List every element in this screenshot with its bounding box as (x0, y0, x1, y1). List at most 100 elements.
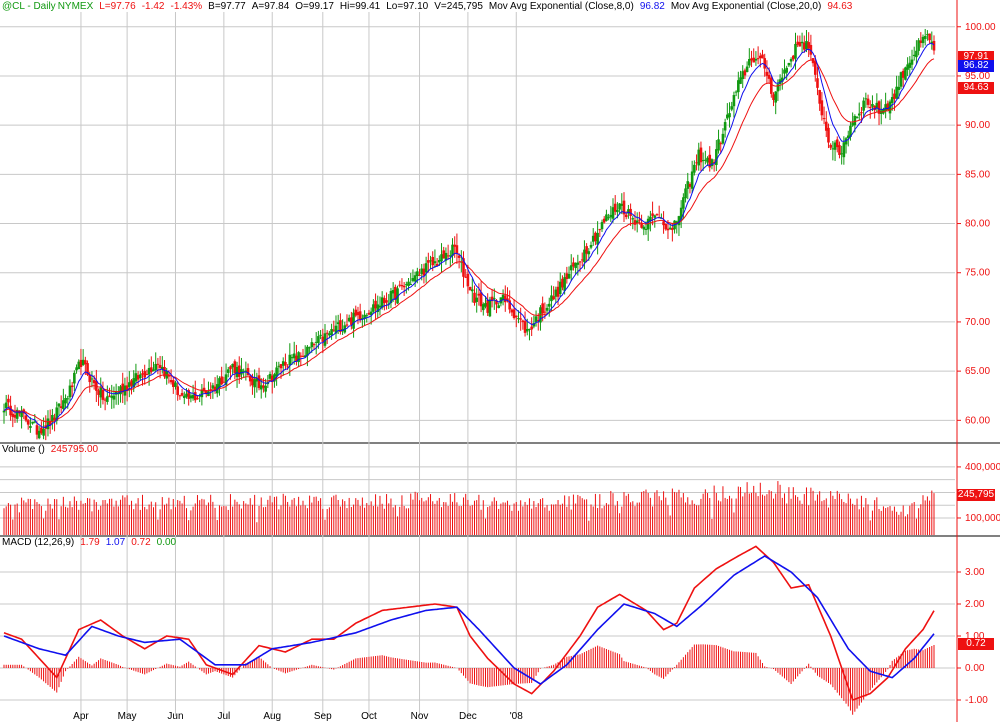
candle-body (906, 64, 909, 70)
candle-body (763, 58, 767, 69)
candle-body (369, 311, 373, 316)
candle-body (664, 223, 668, 230)
candle-body (730, 106, 734, 110)
candle-body (336, 322, 340, 325)
candle-body (99, 387, 103, 398)
candle-body (81, 359, 85, 366)
candle-body (492, 298, 496, 300)
candle-body (457, 255, 461, 258)
zero-value: 0.00 (156, 537, 177, 548)
candle-body (567, 273, 571, 279)
candle-body (745, 66, 749, 73)
candle-body (141, 373, 144, 375)
ema-slow-line (3, 58, 935, 423)
candle-body (268, 373, 272, 379)
candle-body (334, 325, 338, 334)
candle-body (310, 342, 314, 348)
candle-body (361, 318, 364, 320)
candle-body (519, 318, 522, 320)
candle-body (508, 300, 511, 310)
candle-body (273, 374, 276, 382)
candle-body (182, 395, 186, 399)
candle-body (497, 305, 500, 309)
candle-body (827, 127, 830, 143)
y-tick-label: 85.00 (965, 169, 990, 180)
candle-body (51, 414, 54, 422)
candle-body (600, 222, 604, 230)
candle-body (574, 262, 577, 269)
candle-body (919, 40, 923, 43)
candle-body (809, 44, 813, 55)
ema-slow-tag: 94.63 (958, 82, 994, 94)
candle-body (802, 42, 806, 50)
candle-body (649, 216, 652, 222)
candle-body (418, 274, 421, 276)
candle-body (321, 336, 325, 342)
candle-body (554, 289, 558, 297)
candle-body (739, 77, 742, 84)
candle-body (558, 281, 562, 295)
candle-body (150, 367, 153, 372)
candle-body (380, 297, 384, 308)
candle-body (286, 366, 289, 368)
candle-body (712, 162, 716, 164)
candle-body (121, 383, 125, 393)
candle-body (66, 398, 70, 400)
candle-body (627, 209, 630, 214)
candle-body (530, 326, 533, 330)
candle-body (416, 271, 419, 277)
candle-body (490, 296, 494, 302)
candle-body (618, 203, 621, 210)
candle-body (218, 378, 221, 388)
candle-body (607, 217, 610, 219)
candle-body (807, 42, 810, 49)
candle-body (517, 318, 520, 320)
candle-body (2, 410, 6, 413)
candle-body (840, 153, 843, 155)
candle-body (73, 372, 76, 384)
candle-body (152, 369, 155, 372)
candle-body (119, 386, 122, 395)
candle-body (235, 366, 239, 378)
candle-body (475, 297, 478, 302)
volume-bars (3, 481, 935, 535)
candle-body (301, 355, 305, 358)
candle-body (732, 95, 736, 107)
candle-body (737, 80, 740, 93)
x-tick-label: Dec (459, 711, 477, 722)
candle-body (791, 55, 795, 60)
candle-body (651, 213, 654, 216)
candle-body (521, 320, 525, 323)
candle-body (686, 181, 690, 189)
candle-body (365, 315, 369, 317)
candle-body (899, 72, 903, 87)
candle-body (783, 69, 786, 74)
candle-body (352, 312, 355, 329)
candle-body (473, 292, 476, 303)
candle-body (908, 62, 912, 68)
candle-body (196, 398, 199, 400)
candle-body (400, 285, 404, 287)
candle-body (251, 378, 254, 386)
candle-body (37, 430, 41, 439)
candle-body (477, 293, 481, 296)
volume-tick-label: 400,000 (965, 462, 1000, 473)
candle-body (191, 394, 195, 399)
candle-body (57, 403, 61, 407)
candle-body (915, 50, 918, 58)
candle-body (787, 62, 791, 66)
macd-histogram (3, 644, 935, 715)
candle-body (449, 255, 452, 257)
candle-body (145, 373, 149, 376)
candle-body (587, 251, 591, 255)
candle-body (682, 197, 685, 209)
candle-body (932, 40, 936, 51)
candle-body (611, 207, 615, 219)
candle-body (486, 300, 489, 313)
candle-body (785, 67, 788, 73)
candle-body (822, 118, 826, 120)
candle-body (851, 122, 854, 126)
candle-body (444, 252, 448, 261)
candle-body (345, 324, 349, 326)
